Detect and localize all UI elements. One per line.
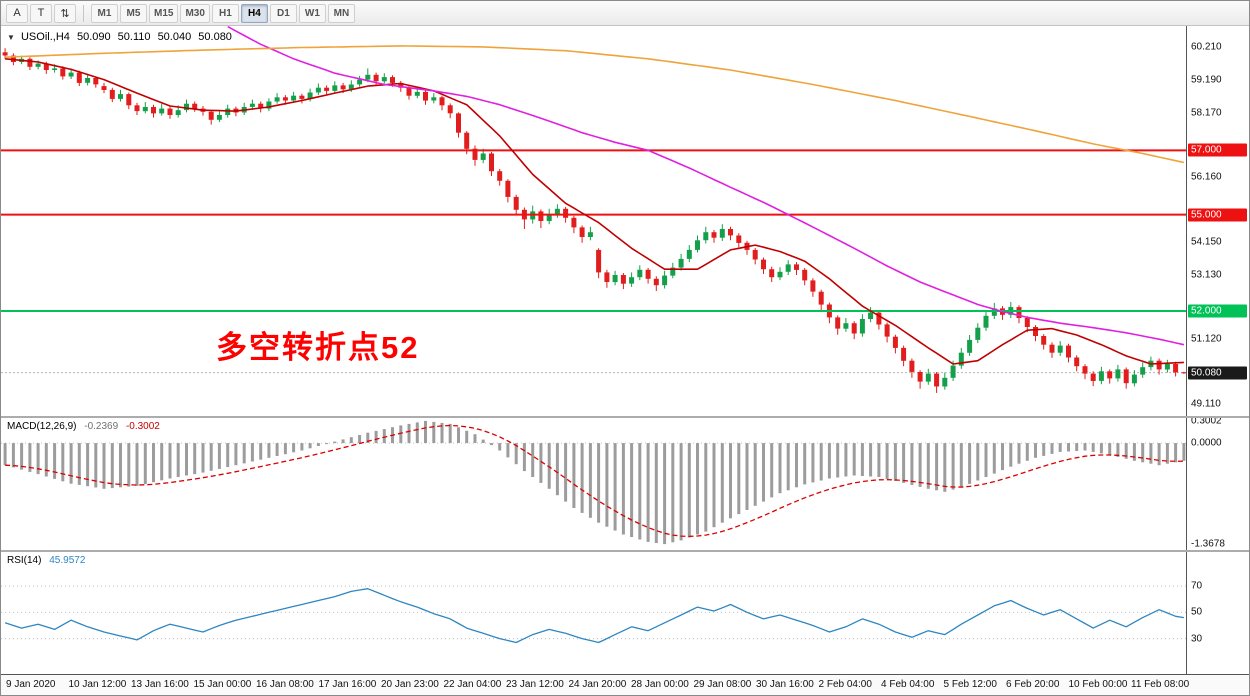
price-axis-label: -1.3678: [1191, 538, 1225, 550]
timeframe-button-m15[interactable]: M15: [149, 3, 179, 23]
time-axis-label: 10 Jan 12:00: [68, 679, 127, 690]
price-axis-label: 53.130: [1191, 269, 1222, 281]
time-axis-label: 2 Feb 04:00: [818, 679, 872, 690]
time-axis-label: 9 Jan 2020: [6, 679, 56, 690]
time-axis-label: 6 Feb 20:00: [1006, 679, 1060, 690]
collapse-icon[interactable]: ▼: [7, 33, 15, 42]
macd-histogram: [3, 420, 1186, 545]
macd-signal-line: [5, 424, 1184, 538]
toolbar: A T ⇅ M1 M5 M15 M30 H1 H4 D1 W1 MN: [1, 1, 1249, 26]
price-axis-label: 0.3002: [1191, 415, 1222, 427]
price-axis-label: 58.170: [1191, 107, 1222, 119]
timeframe-button-w1[interactable]: W1: [298, 3, 326, 23]
time-axis-label: 20 Jan 23:00: [381, 679, 439, 690]
timeframe-button-m5[interactable]: M5: [120, 3, 147, 23]
rsi-value: 45.9572: [49, 555, 86, 566]
text-tool-button[interactable]: T: [30, 3, 52, 23]
timeframe-button-mn[interactable]: MN: [327, 3, 355, 23]
slow-ma-line: [5, 45, 1185, 164]
macd-signal-value: -0.3002: [125, 421, 160, 432]
chart-plots: [1, 26, 1188, 674]
ohlc-high: 50.110: [117, 31, 151, 43]
price-axis-label: 30: [1191, 633, 1203, 645]
price-axis-label: 0.0000: [1191, 437, 1222, 449]
timeframe-button-h4[interactable]: H4: [240, 3, 268, 23]
timeframe-button-d1[interactable]: D1: [269, 3, 297, 23]
chart-annotation-text: 多空转折点52: [216, 330, 420, 365]
main-price-chart[interactable]: [1, 26, 1188, 416]
time-axis-label: 23 Jan 12:00: [506, 679, 564, 690]
time-axis-label: 28 Jan 00:00: [631, 679, 689, 690]
panel-splitter-rsi[interactable]: [1, 550, 1249, 552]
macd-panel-label: MACD(12,26,9) -0.2369 -0.3002: [7, 421, 165, 432]
macd-indicator-chart[interactable]: [1, 418, 1188, 550]
ohlc-low: 50.040: [157, 31, 192, 43]
ohlc-close: 50.080: [198, 31, 232, 43]
rsi-line: [4, 588, 1185, 644]
time-axis[interactable]: 9 Jan 2020 10 Jan 12:00 13 Jan 16:00 15 Jan…: [1, 674, 1249, 695]
medium-ma-line: [227, 26, 1185, 346]
price-axis-label-box: 52.000: [1188, 304, 1247, 318]
price-axis[interactable]: 60.210 59.190 58.170 57.000 56.160 55.000 54.1…: [1186, 26, 1249, 674]
timeframe-button-m30[interactable]: M30: [180, 3, 210, 23]
time-axis-label: 11 Feb 08:00: [1131, 679, 1190, 690]
scale-tool-button[interactable]: ⇅: [54, 3, 76, 23]
price-axis-label: 51.120: [1191, 333, 1222, 345]
toolbar-separator: [83, 4, 84, 22]
time-axis-label: 17 Jan 16:00: [318, 679, 377, 690]
rsi-indicator-name: RSI(14): [7, 555, 42, 566]
timeframe-button-m1[interactable]: M1: [91, 3, 118, 23]
time-axis-label: 5 Feb 12:00: [943, 679, 997, 690]
macd-main-value: -0.2369: [84, 421, 119, 432]
time-axis-label: 4 Feb 04:00: [881, 679, 935, 690]
chart-window: ▼ USOil.,H4 50.090 50.110 50.040 50.080 …: [1, 26, 1249, 695]
time-axis-label: 10 Feb 00:00: [1068, 679, 1128, 690]
price-axis-label: 60.210: [1191, 41, 1222, 53]
time-axis-label: 24 Jan 20:00: [568, 679, 627, 690]
price-axis-label: 49.110: [1191, 398, 1221, 410]
timeframe-button-h1[interactable]: H1: [211, 3, 239, 23]
fast-ma-line: [5, 58, 1184, 365]
price-axis-label-box: 57.000: [1188, 143, 1247, 157]
ohlc-open: 50.090: [76, 31, 111, 43]
timeframe-button-group: M1 M5 M15 M30 H1 H4 D1 W1 MN: [91, 3, 355, 23]
chart-title: ▼ USOil.,H4 50.090 50.110 50.040 50.080: [7, 31, 236, 43]
candlestick-series: [2, 48, 1187, 393]
time-axis-label: 29 Jan 08:00: [693, 679, 752, 690]
macd-indicator-name: MACD(12,26,9): [7, 421, 77, 432]
time-axis-label: 13 Jan 16:00: [131, 679, 189, 690]
symbol-timeframe: USOil.,H4: [20, 31, 70, 43]
price-axis-label-box: 50.080: [1188, 366, 1247, 380]
price-axis-label: 56.160: [1191, 171, 1222, 183]
rsi-indicator-chart[interactable]: [1, 552, 1188, 674]
price-axis-label: 54.150: [1191, 236, 1222, 248]
time-axis-label: 22 Jan 04:00: [443, 679, 502, 690]
price-axis-label: 59.190: [1191, 74, 1222, 86]
price-axis-label-box: 55.000: [1188, 208, 1247, 222]
rsi-panel-label: RSI(14) 45.9572: [7, 555, 90, 566]
time-axis-label: 30 Jan 16:00: [756, 679, 814, 690]
time-axis-label: 15 Jan 00:00: [193, 679, 252, 690]
time-axis-label: 16 Jan 08:00: [256, 679, 314, 690]
price-axis-label: 70: [1191, 580, 1203, 592]
price-axis-label: 50: [1191, 606, 1203, 618]
font-tool-button[interactable]: A: [6, 3, 28, 23]
panel-splitter-macd[interactable]: [1, 416, 1249, 418]
